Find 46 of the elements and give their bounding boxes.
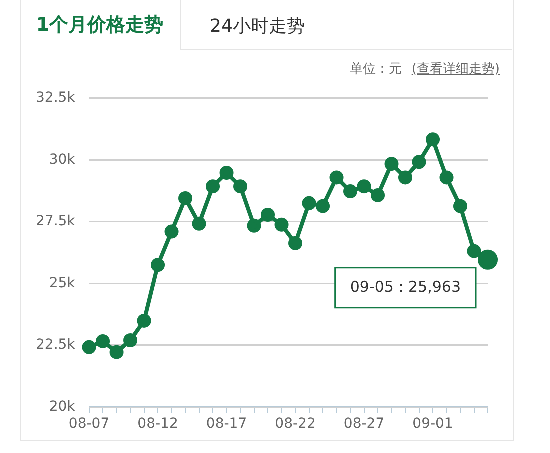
- point: [344, 184, 358, 199]
- text: (查看详细走势): [412, 61, 500, 78]
- point: [302, 196, 316, 210]
- point: [274, 218, 289, 232]
- y-tick-label: 32.5k: [36, 90, 76, 106]
- point: [137, 314, 152, 328]
- point: [124, 334, 138, 348]
- point: [206, 180, 220, 194]
- point: [288, 236, 303, 250]
- x-tick-label: 08-27: [344, 416, 385, 432]
- point: [454, 199, 468, 214]
- point: [357, 180, 372, 194]
- point: [261, 208, 276, 222]
- point: [247, 218, 262, 233]
- y-tick-label: 20k: [49, 398, 76, 415]
- point: [371, 188, 386, 202]
- point: [426, 132, 440, 147]
- chart-title: 1个月价格走势: [20, 0, 181, 50]
- point: [96, 334, 110, 348]
- point: [330, 170, 344, 185]
- point: [192, 216, 206, 231]
- point: [151, 258, 166, 272]
- point: [164, 224, 179, 239]
- x-tick-label: 08-17: [206, 416, 248, 432]
- point: [316, 199, 330, 214]
- point: [384, 157, 399, 172]
- annotation: 09-05 : 25,963: [350, 278, 462, 296]
- y-tick-label: 30k: [49, 152, 76, 168]
- point: [110, 345, 124, 360]
- point: [467, 244, 482, 258]
- y-tick-label: 25k: [49, 275, 76, 292]
- x-tick-label: 09-01: [412, 416, 454, 432]
- x-tick-label: 08-07: [68, 416, 110, 432]
- y-tick-label: 27.5k: [36, 214, 76, 230]
- point: [412, 155, 426, 170]
- point: [178, 191, 193, 206]
- point: [234, 180, 248, 194]
- text: 单位：元: [350, 61, 402, 78]
- point: [220, 166, 234, 180]
- point: [82, 340, 96, 354]
- x-tick-label: 08-22: [275, 416, 316, 432]
- point: [440, 170, 454, 185]
- point: [398, 170, 413, 185]
- chart-subtitle: 24小时走势: [210, 15, 305, 38]
- x-tick-label: 08-12: [138, 416, 178, 432]
- y-tick-label: 22.5k: [36, 337, 76, 354]
